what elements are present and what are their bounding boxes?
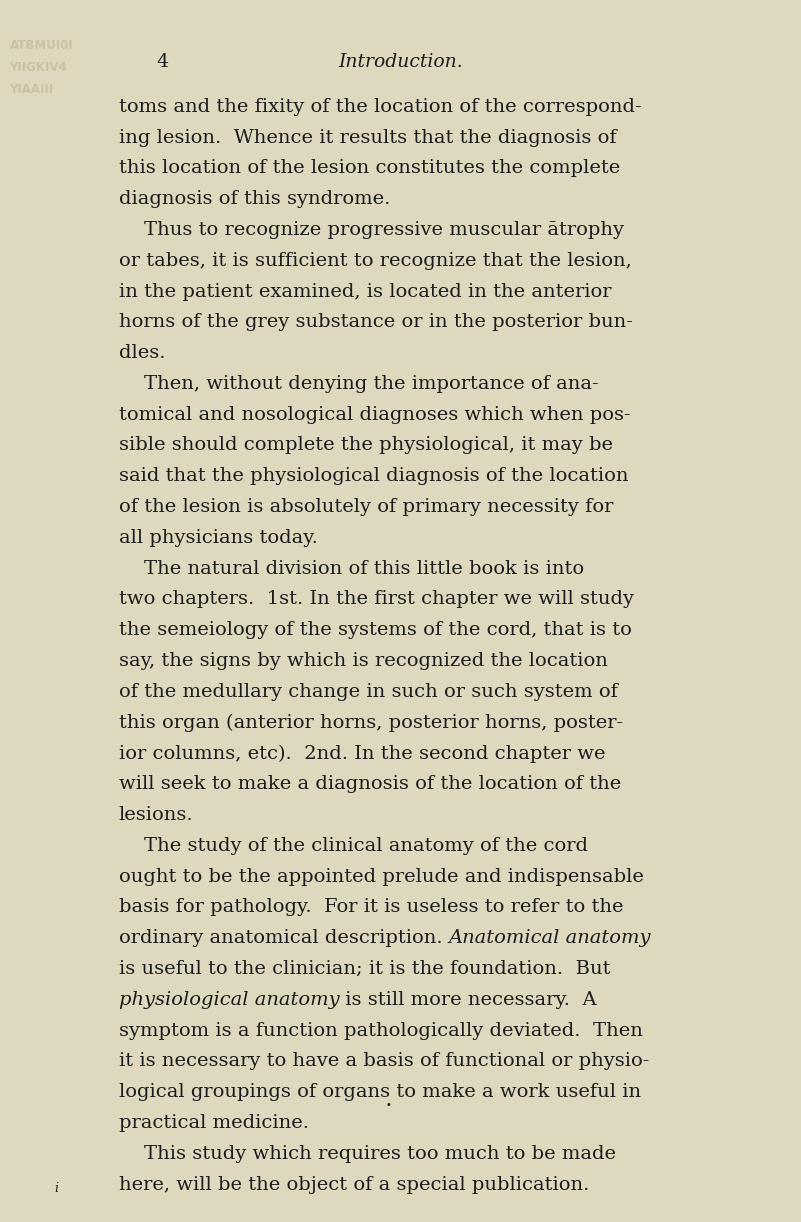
Text: is still more necessary.  A: is still more necessary. A (339, 991, 597, 1009)
Text: ing lesion.  Whence it results that the diagnosis of: ing lesion. Whence it results that the d… (119, 128, 616, 147)
Text: ordinary anatomical description.: ordinary anatomical description. (119, 929, 449, 947)
Text: is useful to the clinician; it is the foundation.  But: is useful to the clinician; it is the fo… (119, 960, 610, 978)
Text: YIAAIII: YIAAIII (10, 83, 54, 97)
Text: Then, without denying the importance of ana-: Then, without denying the importance of … (119, 375, 598, 393)
Text: basis for pathology.  For it is useless to refer to the: basis for pathology. For it is useless t… (119, 898, 623, 916)
Text: practical medicine.: practical medicine. (119, 1114, 308, 1132)
Text: The study of the clinical anatomy of the cord: The study of the clinical anatomy of the… (119, 837, 588, 855)
Text: or tabes, it is sufficient to recognize that the lesion,: or tabes, it is sufficient to recognize … (119, 252, 631, 270)
Text: ATBMUI0I: ATBMUI0I (10, 39, 73, 53)
Text: tomical and nosological diagnoses which when pos-: tomical and nosological diagnoses which … (119, 406, 630, 424)
Text: said that the physiological diagnosis of the location: said that the physiological diagnosis of… (119, 467, 628, 485)
Text: this location of the lesion constitutes the complete: this location of the lesion constitutes … (119, 159, 620, 177)
Text: all physicians today.: all physicians today. (119, 529, 317, 547)
Text: this organ (anterior horns, posterior horns, poster-: this organ (anterior horns, posterior ho… (119, 714, 622, 732)
Text: say, the signs by which is recognized the location: say, the signs by which is recognized th… (119, 653, 607, 670)
Text: symptom is a function pathologically deviated.  Then: symptom is a function pathologically dev… (119, 1022, 642, 1040)
Text: toms and the fixity of the location of the correspond-: toms and the fixity of the location of t… (119, 98, 641, 116)
Text: The natural division of this little book is into: The natural division of this little book… (119, 560, 584, 578)
Text: ior columns, etc).  2nd. In the second chapter we: ior columns, etc). 2nd. In the second ch… (119, 744, 605, 763)
Text: physiological anatomy: physiological anatomy (119, 991, 339, 1009)
Text: sible should complete the physiological, it may be: sible should complete the physiological,… (119, 436, 613, 455)
Text: i: i (54, 1182, 58, 1195)
Text: of the medullary change in such or such system of: of the medullary change in such or such … (119, 683, 618, 701)
Text: Thus to recognize progressive muscular ātrophy: Thus to recognize progressive muscular ā… (119, 221, 623, 240)
Text: horns of the grey substance or in the posterior bun-: horns of the grey substance or in the po… (119, 313, 633, 331)
Text: lesions.: lesions. (119, 807, 193, 824)
Text: two chapters.  1st. In the first chapter we will study: two chapters. 1st. In the first chapter … (119, 590, 634, 609)
Text: of the lesion is absolutely of primary necessity for: of the lesion is absolutely of primary n… (119, 499, 613, 516)
Text: logical groupings of organs to make a work useful in: logical groupings of organs to make a wo… (119, 1083, 641, 1101)
Text: will seek to make a diagnosis of the location of the: will seek to make a diagnosis of the loc… (119, 775, 621, 793)
Text: in the patient examined, is located in the anterior: in the patient examined, is located in t… (119, 282, 611, 301)
Text: here, will be the object of a special publication.: here, will be the object of a special pu… (119, 1176, 589, 1194)
Text: YIIGKIV4: YIIGKIV4 (10, 61, 67, 75)
Text: ought to be the appointed prelude and indispensable: ought to be the appointed prelude and in… (119, 868, 643, 886)
Text: Introduction.: Introduction. (338, 53, 463, 71)
Text: 4: 4 (156, 53, 168, 71)
Text: diagnosis of this syndrome.: diagnosis of this syndrome. (119, 191, 390, 208)
Text: Anatomical anatomy: Anatomical anatomy (449, 929, 651, 947)
Text: the semeiology of the systems of the cord, that is to: the semeiology of the systems of the cor… (119, 621, 631, 639)
Text: dles.: dles. (119, 345, 165, 362)
Text: This study which requires too much to be made: This study which requires too much to be… (119, 1145, 615, 1163)
Text: it is necessary to have a basis of functional or physio-: it is necessary to have a basis of funct… (119, 1052, 649, 1070)
Text: •: • (385, 1100, 392, 1110)
